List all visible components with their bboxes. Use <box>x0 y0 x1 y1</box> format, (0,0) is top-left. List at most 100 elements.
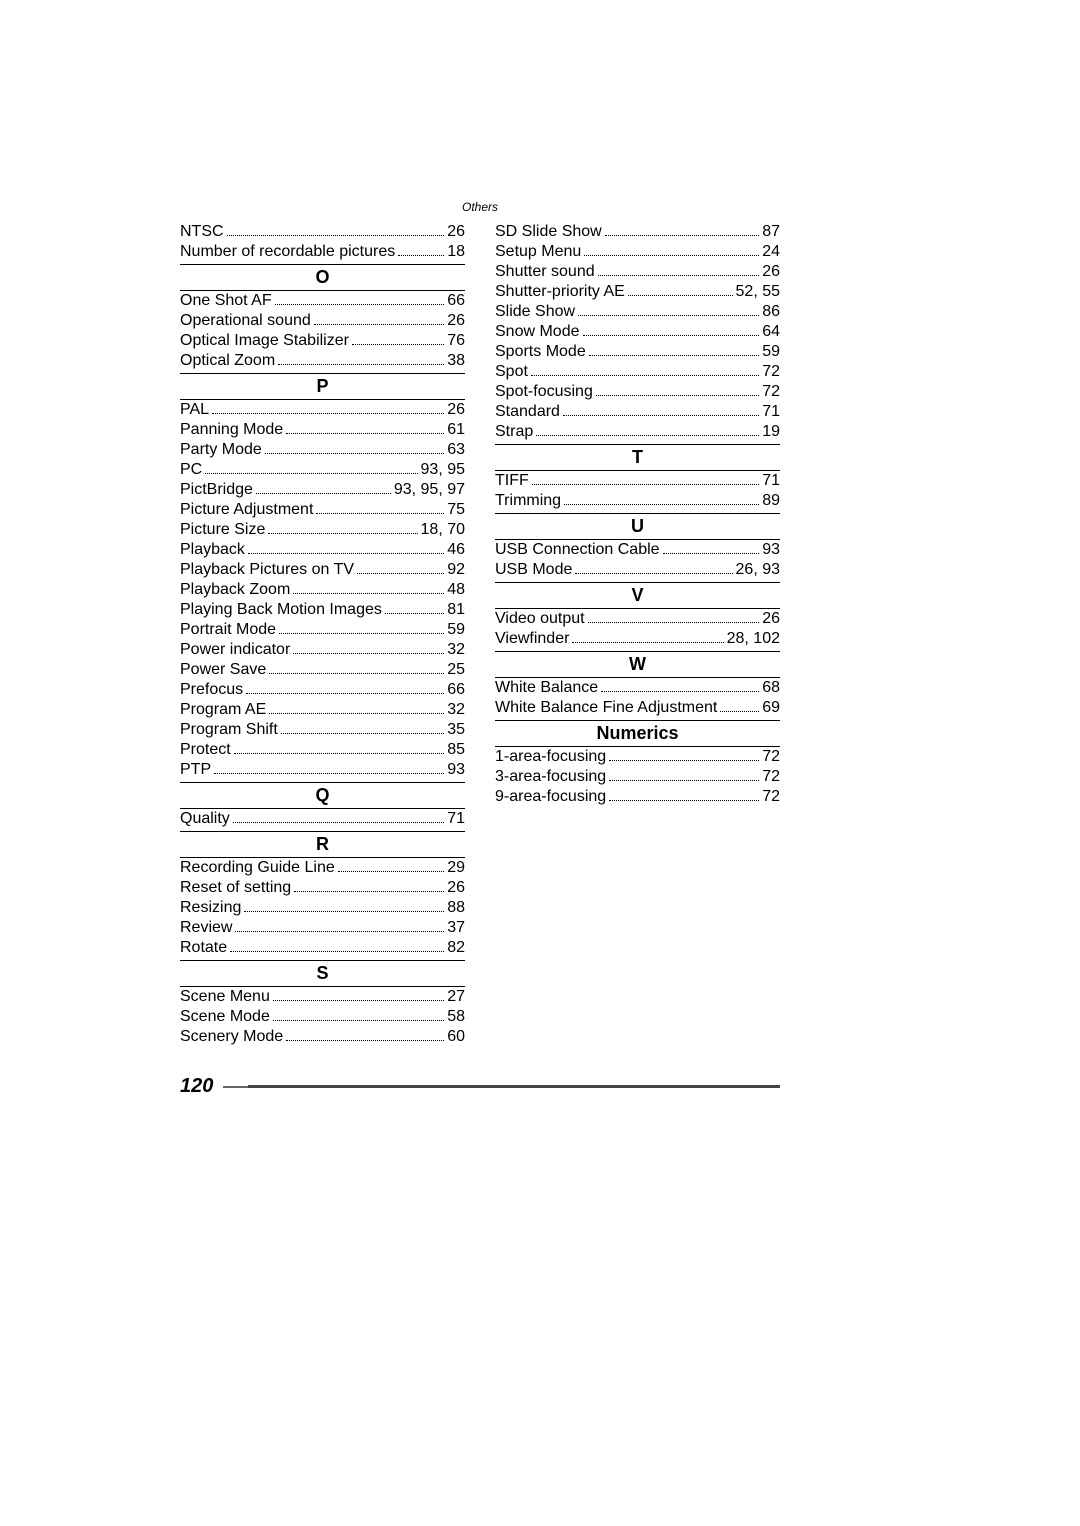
index-entry: PAL 26 <box>180 400 465 420</box>
index-term: Quality <box>180 809 230 829</box>
leader-dots <box>563 415 759 416</box>
index-term: Shutter sound <box>495 262 595 282</box>
leader-dots <box>281 733 444 734</box>
index-page-ref: 92 <box>447 560 465 580</box>
index-term: PictBridge <box>180 480 253 500</box>
index-entry: Scene Mode 58 <box>180 1007 465 1027</box>
index-term: Picture Adjustment <box>180 500 313 520</box>
index-page-ref: 38 <box>447 351 465 371</box>
index-term: 9-area-focusing <box>495 787 606 807</box>
index-entry: Viewfinder 28, 102 <box>495 629 780 649</box>
leader-dots <box>605 235 759 236</box>
index-page-ref: 72 <box>762 747 780 767</box>
leader-dots <box>628 295 733 296</box>
index-term: Sports Mode <box>495 342 586 362</box>
index-entry: Snow Mode 64 <box>495 322 780 342</box>
leader-dots <box>588 622 760 623</box>
index-entry: Operational sound 26 <box>180 311 465 331</box>
index-entry: Sports Mode 59 <box>495 342 780 362</box>
leader-dots <box>248 553 444 554</box>
index-page-ref: 35 <box>447 720 465 740</box>
index-entry: Portrait Mode 59 <box>180 620 465 640</box>
leader-dots <box>234 753 445 754</box>
index-entry: Recording Guide Line 29 <box>180 858 465 878</box>
index-page-ref: 32 <box>447 640 465 660</box>
index-entry: Number of recordable pictures 18 <box>180 242 465 262</box>
index-entry: Scenery Mode 60 <box>180 1027 465 1047</box>
leader-dots <box>286 1040 444 1041</box>
index-term: Snow Mode <box>495 322 580 342</box>
index-term: Portrait Mode <box>180 620 276 640</box>
right-column: SD Slide Show 87Setup Menu 24Shutter sou… <box>495 222 780 1047</box>
index-page-ref: 72 <box>762 362 780 382</box>
index-term: Scene Mode <box>180 1007 270 1027</box>
index-page-ref: 66 <box>447 291 465 311</box>
index-page-ref: 71 <box>762 471 780 491</box>
index-term: SD Slide Show <box>495 222 602 242</box>
index-entry: Playback Zoom 48 <box>180 580 465 600</box>
index-page-ref: 69 <box>762 698 780 718</box>
index-page-ref: 72 <box>762 382 780 402</box>
leader-dots <box>583 335 760 336</box>
index-entry: SD Slide Show 87 <box>495 222 780 242</box>
index-term: Power Save <box>180 660 266 680</box>
index-page-ref: 26 <box>447 311 465 331</box>
index-entry: Optical Zoom 38 <box>180 351 465 371</box>
index-letter-heading: S <box>180 960 465 987</box>
leader-dots <box>314 324 444 325</box>
index-entry: Resizing 88 <box>180 898 465 918</box>
index-letter-heading: Numerics <box>495 720 780 747</box>
index-page-ref: 88 <box>447 898 465 918</box>
index-page-ref: 93 <box>762 540 780 560</box>
leader-dots <box>269 673 444 674</box>
index-page-ref: 68 <box>762 678 780 698</box>
index-entry: Program AE 32 <box>180 700 465 720</box>
index-entry: Quality 71 <box>180 809 465 829</box>
index-term: Protect <box>180 740 231 760</box>
index-page-ref: 59 <box>447 620 465 640</box>
index-term: White Balance Fine Adjustment <box>495 698 717 718</box>
index-term: Picture Size <box>180 520 265 540</box>
index-page-ref: 25 <box>447 660 465 680</box>
index-letter-heading: R <box>180 831 465 858</box>
leader-dots <box>293 653 444 654</box>
leader-dots <box>235 931 444 932</box>
leader-dots <box>279 633 444 634</box>
index-page-ref: 60 <box>447 1027 465 1047</box>
leader-dots <box>589 355 759 356</box>
index-term: USB Connection Cable <box>495 540 660 560</box>
index-page-ref: 29 <box>447 858 465 878</box>
leader-dots <box>596 395 759 396</box>
index-entry: Program Shift 35 <box>180 720 465 740</box>
index-entry: TIFF 71 <box>495 471 780 491</box>
leader-dots <box>256 493 391 494</box>
index-entry: Standard 71 <box>495 402 780 422</box>
footer-rule-thick <box>248 1085 780 1088</box>
index-entry: Picture Adjustment 75 <box>180 500 465 520</box>
index-entry: USB Mode 26, 93 <box>495 560 780 580</box>
leader-dots <box>352 344 444 345</box>
index-entry: White Balance Fine Adjustment 69 <box>495 698 780 718</box>
index-term: Resizing <box>180 898 241 918</box>
index-entry: Picture Size 18, 70 <box>180 520 465 540</box>
leader-dots <box>578 315 759 316</box>
leader-dots <box>316 513 444 514</box>
leader-dots <box>227 235 445 236</box>
leader-dots <box>233 822 444 823</box>
index-term: Panning Mode <box>180 420 283 440</box>
index-entry: Party Mode 63 <box>180 440 465 460</box>
page-footer: 120 <box>180 1075 780 1098</box>
index-entry: NTSC 26 <box>180 222 465 242</box>
leader-dots <box>531 375 759 376</box>
index-term: Strap <box>495 422 533 442</box>
index-term: Optical Zoom <box>180 351 275 371</box>
index-page-ref: 89 <box>762 491 780 511</box>
index-letter-heading: V <box>495 582 780 609</box>
index-entry: PTP 93 <box>180 760 465 780</box>
index-page-ref: 32 <box>447 700 465 720</box>
left-column: NTSC 26Number of recordable pictures 18 O… <box>180 222 465 1047</box>
index-term: Setup Menu <box>495 242 581 262</box>
index-entry: 1-area-focusing 72 <box>495 747 780 767</box>
index-term: PAL <box>180 400 209 420</box>
index-entry: Power indicator 32 <box>180 640 465 660</box>
